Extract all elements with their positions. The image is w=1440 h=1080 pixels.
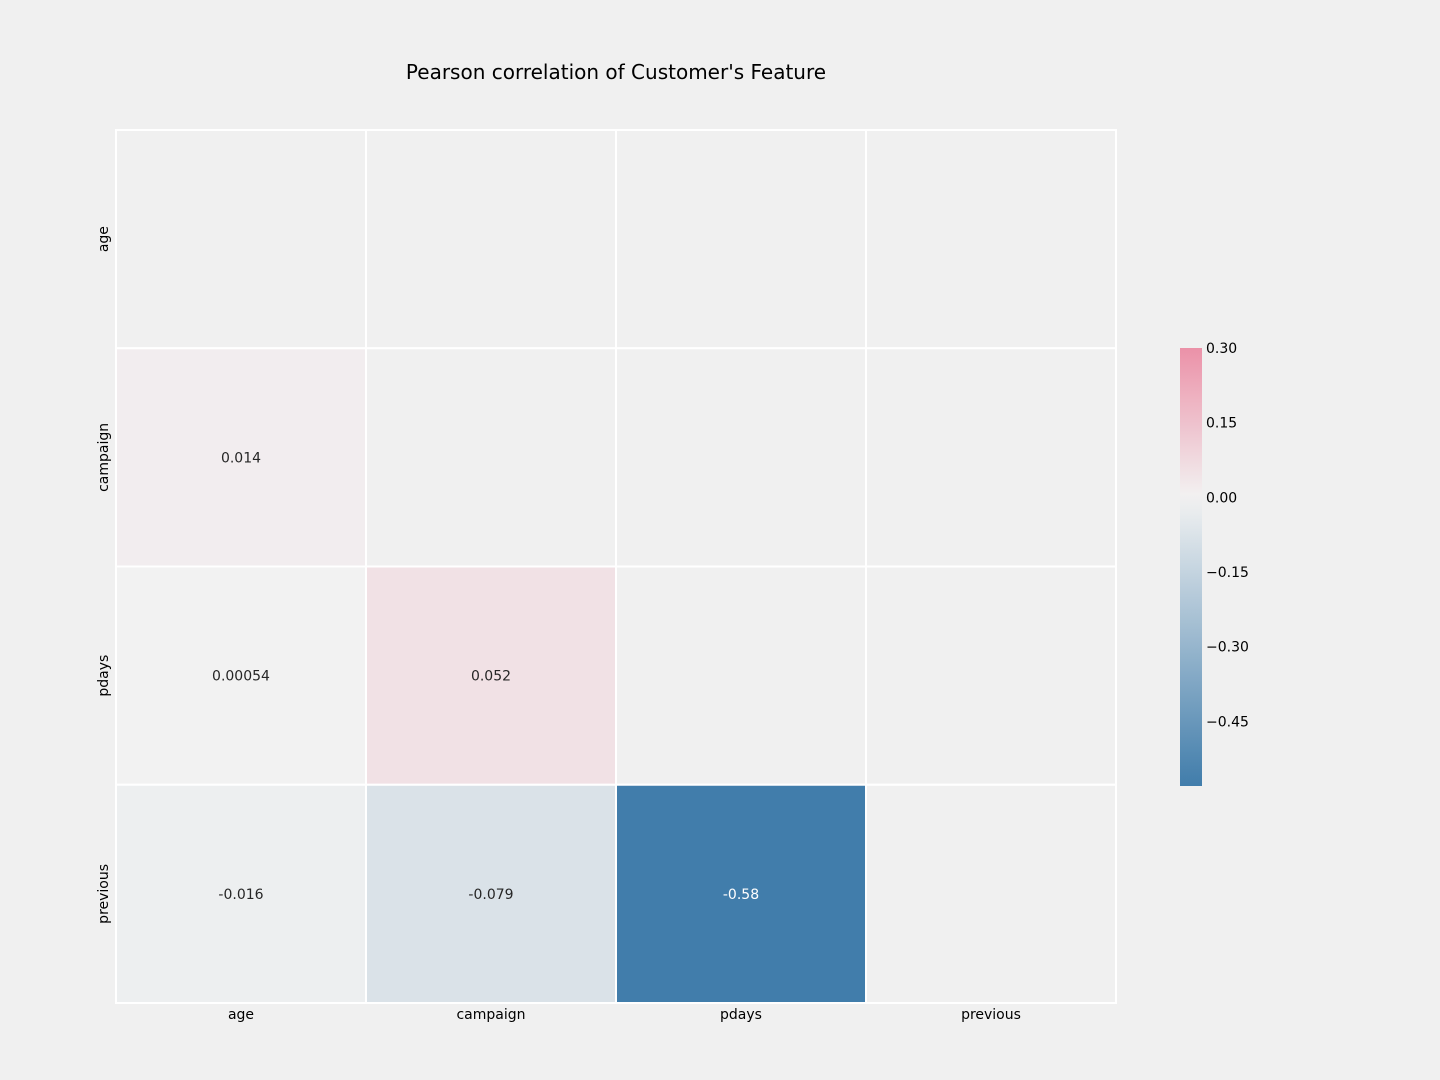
cell-value-label: 0.00054 (212, 669, 270, 685)
cell-value-label: -0.079 (468, 887, 513, 903)
y-tick-label: campaign (96, 423, 112, 492)
colorbar-tick-label: −0.15 (1206, 565, 1249, 581)
x-tick-label: campaign (456, 1007, 525, 1023)
cell-value-label: 0.052 (471, 669, 511, 685)
heatmap-cell-masked (365, 129, 617, 350)
x-tick-label: previous (961, 1007, 1021, 1023)
y-tick-label: pdays (96, 655, 112, 697)
y-tick-label: previous (96, 864, 112, 924)
labels-layer: 0.014 0.00054 0.052 -0.016 -0.079 -0.58 (212, 450, 759, 903)
heatmap-cell-masked (615, 347, 867, 568)
heatmap-cell-masked (865, 565, 1117, 786)
colorbar-layer: 0.30 0.15 0.00 −0.15 −0.30 −0.45 (1180, 341, 1249, 786)
heatmap-cell-masked (615, 565, 867, 786)
colorbar-tick-label: −0.45 (1206, 714, 1249, 730)
heatmap-cell-masked (365, 347, 617, 568)
colorbar-tick-label: 0.30 (1206, 341, 1237, 357)
colorbar-tick-label: −0.30 (1206, 640, 1249, 656)
heatmap-cell-masked (865, 783, 1117, 1004)
colorbar-tick-label: 0.00 (1206, 490, 1237, 506)
heatmap-cell (115, 565, 367, 786)
heatmap-cell-masked (865, 347, 1117, 568)
x-tick-label: age (228, 1007, 254, 1023)
colorbar (1180, 348, 1202, 786)
heatmap-cell-masked (615, 129, 867, 350)
ticks-layer: age campaign pdays previous age campaign pdays… (96, 226, 1021, 1023)
cell-value-label: -0.016 (218, 887, 263, 903)
heatmap-cell (115, 783, 367, 1004)
chart-title: Pearson correlation of Customer's Featur… (405, 60, 827, 84)
colorbar-tick-label: 0.15 (1206, 416, 1237, 432)
heatmap-cell (365, 783, 617, 1004)
y-tick-label: age (96, 226, 112, 252)
heatmap-cell-masked (115, 129, 367, 350)
heatmap-cell-masked (865, 129, 1117, 350)
cells-layer (115, 129, 1117, 1004)
x-tick-label: pdays (720, 1007, 762, 1023)
heatmap-cell (365, 565, 617, 786)
cell-value-label: -0.58 (723, 887, 759, 903)
cell-value-label: 0.014 (221, 450, 261, 466)
heatmap-cell (615, 783, 867, 1004)
heatmap-cell (115, 347, 367, 568)
